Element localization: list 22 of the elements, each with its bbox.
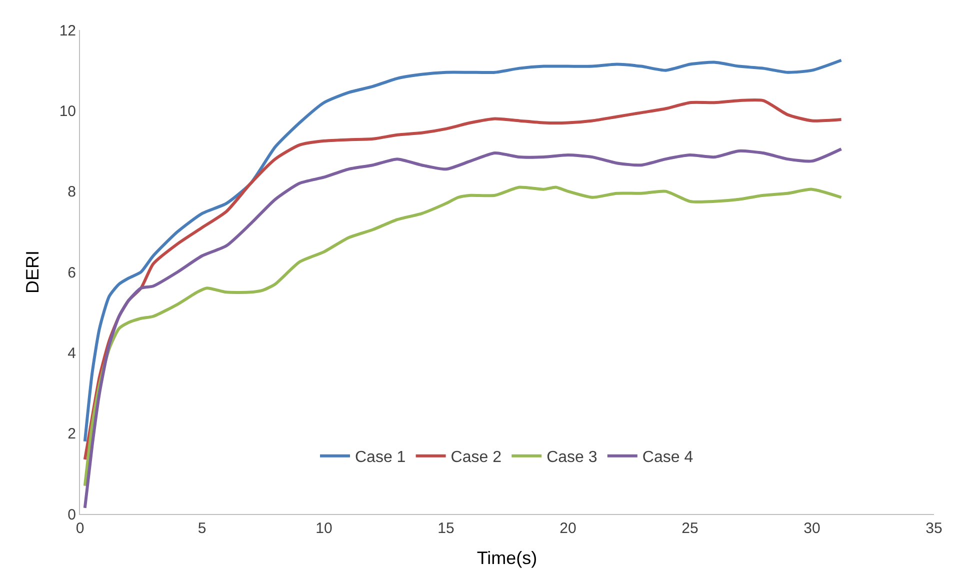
line-series: [83, 147, 843, 510]
y-tick-label: 10: [59, 102, 76, 120]
x-tick-label: 30: [804, 520, 820, 537]
y-tick-label: 4: [68, 344, 76, 362]
x-tick-label: 20: [560, 520, 576, 537]
line-series: [83, 186, 843, 488]
y-tick-label: 8: [68, 184, 76, 201]
x-tick-label: 5: [198, 520, 206, 537]
x-tick-label: 15: [438, 520, 454, 537]
y-axis-title: DERI: [22, 250, 43, 294]
x-tick-label: 25: [682, 520, 698, 537]
legend-label: Case 1: [355, 449, 406, 466]
legend-label: Case 2: [450, 449, 502, 466]
y-tick-label: 2: [68, 426, 76, 443]
x-axis-title: Time(s): [476, 548, 538, 568]
x-tick-label: 35: [926, 520, 942, 537]
y-tick-label: 12: [59, 22, 76, 40]
legend-label: Case 3: [546, 449, 598, 466]
x-tick-label: 10: [316, 520, 332, 537]
legend-label: Case 4: [642, 449, 694, 466]
y-tick-label: 6: [68, 264, 76, 282]
y-tick-label: 0: [68, 506, 76, 524]
